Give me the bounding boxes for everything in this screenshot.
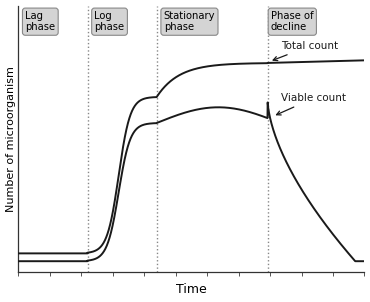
X-axis label: Time: Time	[176, 284, 207, 297]
Text: Log
phase: Log phase	[94, 11, 125, 33]
Text: Phase of
decline: Phase of decline	[271, 11, 314, 33]
Text: Lag
phase: Lag phase	[25, 11, 56, 33]
Y-axis label: Number of microorganism: Number of microorganism	[6, 66, 16, 211]
Text: Total count: Total count	[273, 41, 339, 61]
Text: Stationary
phase: Stationary phase	[164, 11, 215, 33]
Text: Viable count: Viable count	[276, 93, 346, 115]
